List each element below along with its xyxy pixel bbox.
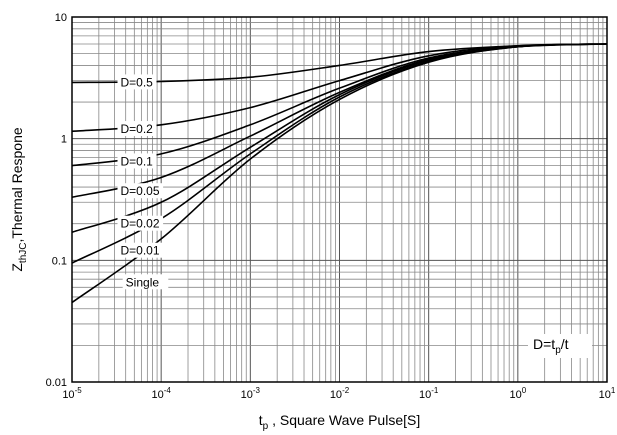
curve-label-bg-d-0-02 [117,215,164,231]
curve-label-bg-single [122,274,169,290]
plot-frame [71,16,608,383]
annotation-pre: D=t [533,336,555,352]
x-tick-base: 10 [509,389,521,401]
x-axis-label: tp , Square Wave Pulse[S] [259,412,420,432]
grid-lines [72,17,607,382]
x-tick-label: 10-1 [419,386,439,401]
x-tick-label: 100 [509,386,526,401]
y-tick-label: 0.1 [52,255,67,267]
y-tick-label: 0.01 [46,377,67,389]
x-tick-label: 10-3 [241,386,261,401]
x-tick-exponent: -4 [164,386,172,395]
curve-label-d-0-01: D=0.01 [121,244,160,258]
x-axis-label-rest: , Square Wave Pulse[S] [268,412,420,428]
y-tick-label: 1 [61,134,67,146]
x-tick-exponent: -5 [75,386,83,395]
y-axis-label-main: Z [9,263,25,272]
curve-label-single: Single [126,275,160,289]
x-tick-label: 10-2 [330,386,350,401]
y-axis-label: ZthJC,Thermal Respone [9,127,29,272]
series-d-0-2 [71,43,608,133]
duty-cycle-annotation: D=tp/t [528,334,592,358]
x-axis-label-sub: p [263,421,269,432]
annotation-post: /t [561,336,569,352]
curve-label-bg-d-0-1 [117,153,157,169]
y-tick-label: 10 [55,12,67,24]
y-axis-label-rest: ,Thermal Respone [9,127,25,242]
x-tick-exponent: -3 [253,386,261,395]
curve-label-d-0-1: D=0.1 [121,154,154,168]
curve-label-d-0-2: D=0.2 [121,122,154,136]
x-tick-base: 10 [62,389,74,401]
x-tick-label: 10-4 [151,386,171,401]
series-group [71,43,608,304]
curve-label-d-0-5: D=0.5 [121,75,154,89]
x-tick-label: 10-5 [62,386,82,401]
x-tick-exponent: -1 [431,386,439,395]
curve-labels: D=0.5 D=0.2 D=0.1 D=0.05 D=0.02 D=0.01 Single [117,74,169,290]
series-single [71,43,608,304]
annotation-text: D=tp/t [533,336,569,356]
curve-label-bg-d-0-01 [117,242,164,258]
x-tick-base: 10 [330,389,342,401]
x-tick-label: 101 [599,386,616,401]
x-tick-base: 10 [151,389,163,401]
annotation-sub: p [555,345,561,356]
x-axis-label-main: t [259,412,263,428]
x-tick-exponent: -2 [342,386,350,395]
curve-label-d-0-05: D=0.05 [121,184,160,198]
x-tick-exponent: 1 [611,386,616,395]
x-tick-base: 10 [599,389,611,401]
curve-label-bg-d-0-5 [117,74,157,90]
x-tick-base: 10 [241,389,253,401]
curve-label-bg-d-0-2 [117,121,157,137]
y-axis-label-sub: thJC [18,243,29,264]
annotation-background [528,334,592,358]
curve-label-bg-d-0-05 [117,183,164,199]
x-tick-exponent: 0 [522,386,527,395]
curve-label-d-0-02: D=0.02 [121,217,160,231]
x-tick-base: 10 [419,389,431,401]
